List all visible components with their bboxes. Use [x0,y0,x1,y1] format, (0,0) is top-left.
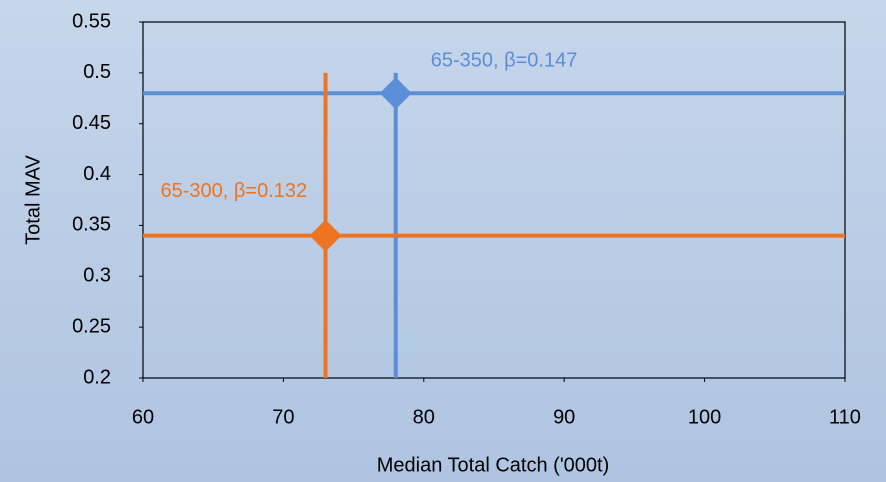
y-tick-label: 0.55 [72,10,111,32]
plot-area [142,21,846,379]
x-tick-label: 90 [553,406,575,428]
series-label: 65-300, β=0.132 [161,180,308,202]
y-tick-label: 0.45 [72,112,111,134]
x-axis-label: Median Total Catch ('000t) [377,454,609,476]
x-tick-label: 70 [272,406,294,428]
y-tick-label: 0.4 [83,163,111,185]
y-tick-label: 0.35 [72,214,111,236]
y-tick-label: 0.5 [83,61,111,83]
x-tick-label: 80 [413,406,435,428]
y-tick-label: 0.3 [83,265,111,287]
point [379,77,412,110]
y-tick-label: 0.2 [83,366,111,388]
x-tick-label: 110 [829,406,861,428]
y-tick-label: 0.25 [72,315,111,337]
point [309,219,342,252]
series-label: 65-350, β=0.147 [431,49,578,71]
x-tick-label: 100 [688,406,721,428]
y-axis-label: Total MAV [22,155,44,245]
x-tick-label: 60 [132,406,154,428]
